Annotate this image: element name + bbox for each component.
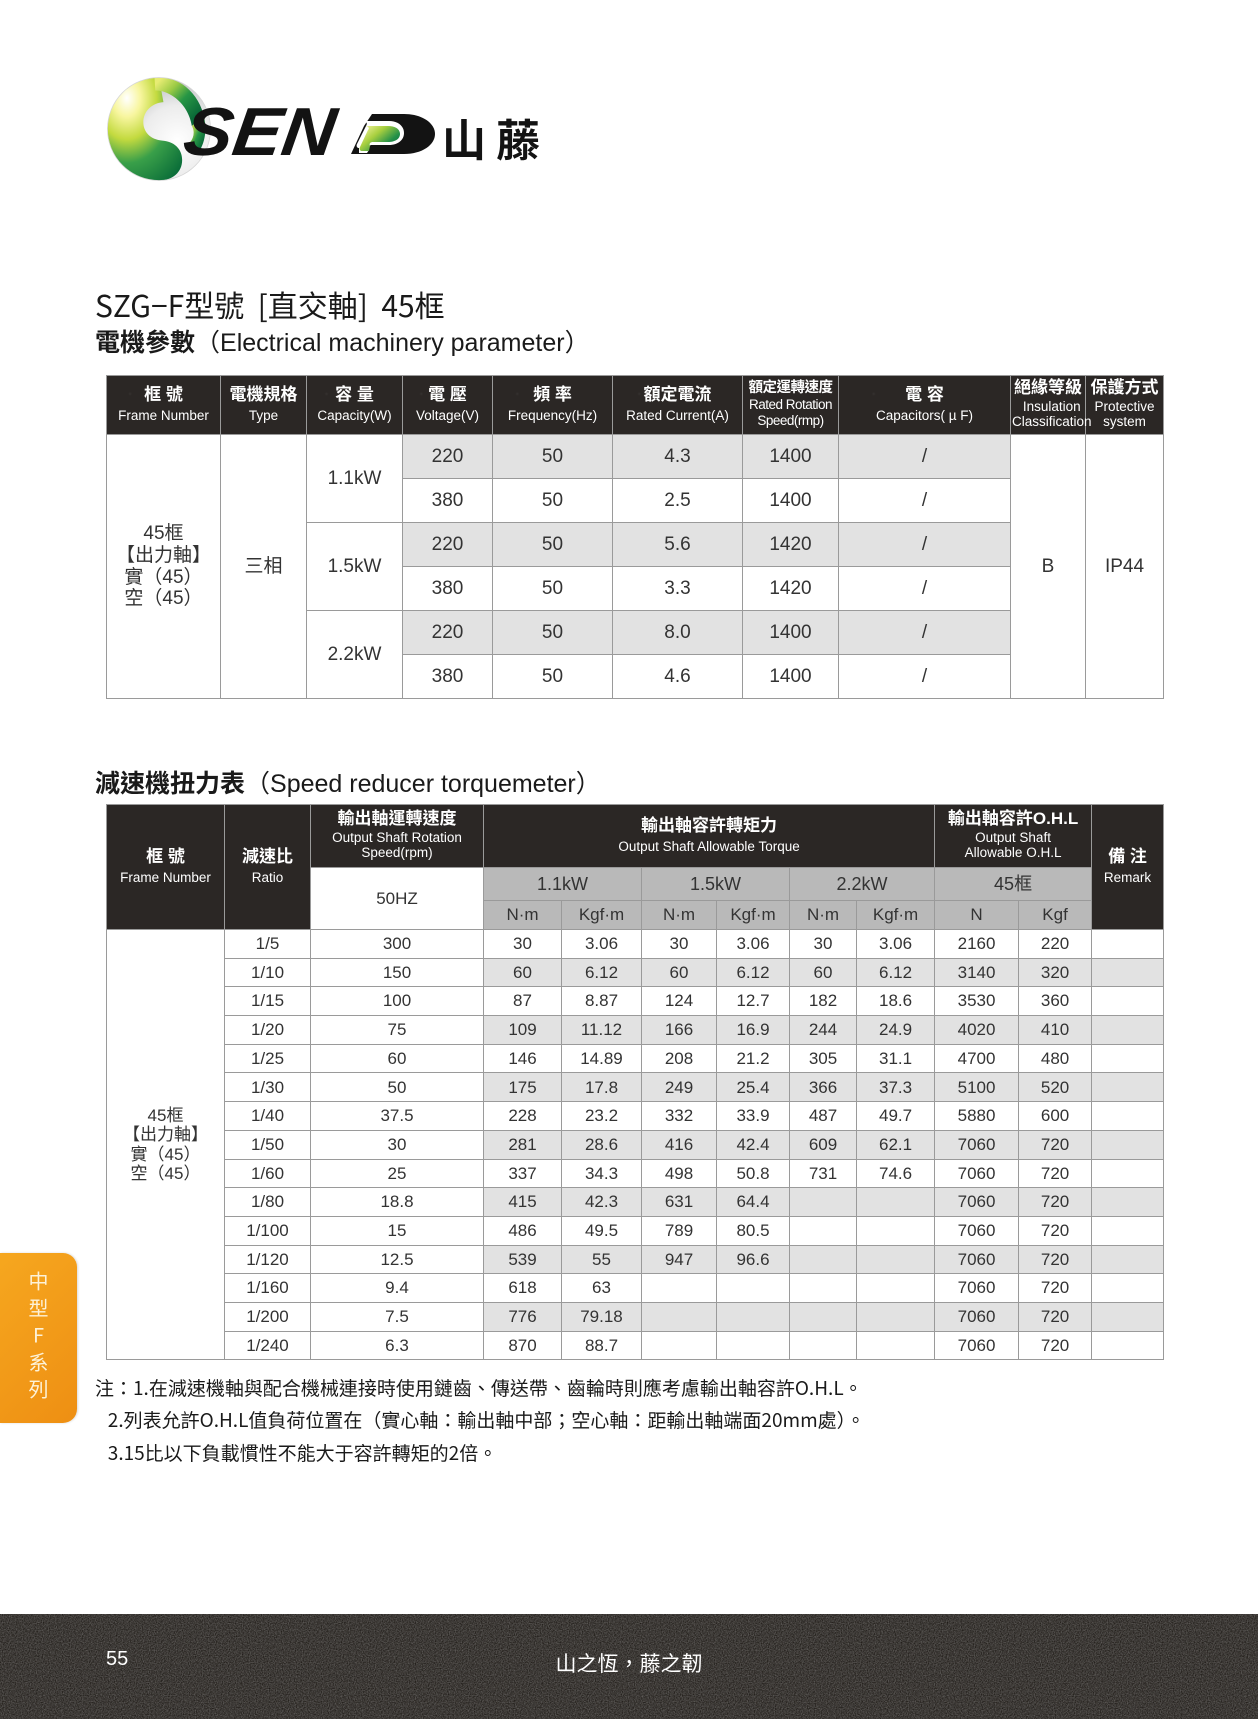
svg-text:SEN: SEN (179, 95, 342, 171)
svg-text:山 藤: 山 藤 (442, 105, 540, 169)
